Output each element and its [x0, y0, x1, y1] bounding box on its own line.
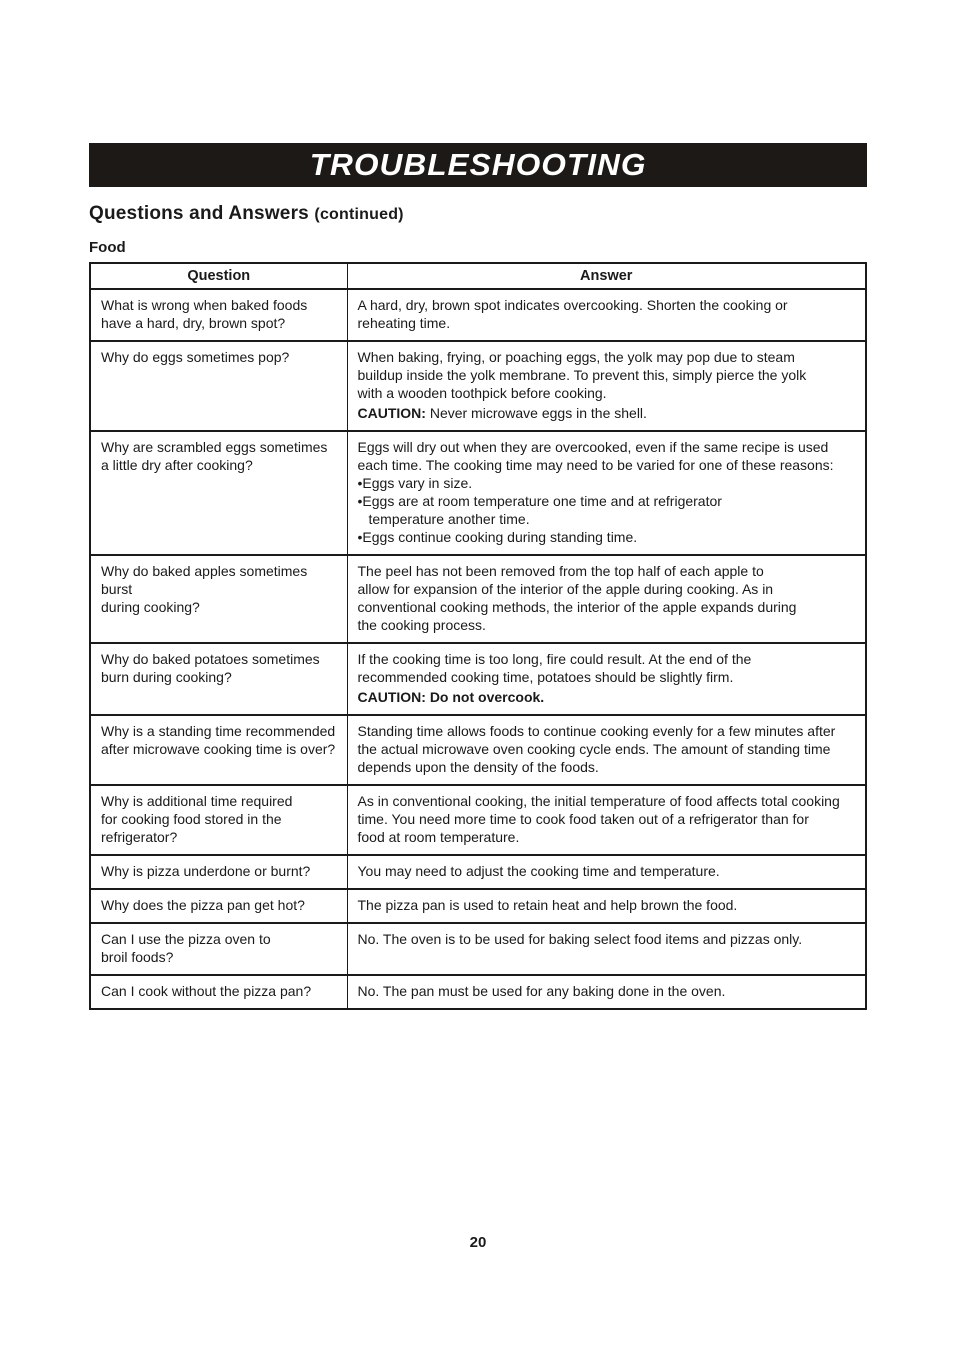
answer-cell: You may need to adjust the cooking time … [346, 854, 867, 890]
question-cell: Why are scrambled eggs sometimes a littl… [89, 430, 348, 556]
answer-bullet-item: Eggs continue cooking during standing ti… [358, 528, 856, 546]
answer-paragraph: The pizza pan is used to retain heat and… [357, 897, 738, 913]
page-number: 20 [469, 1234, 487, 1251]
banner-title: TROUBLESHOOTING [309, 147, 647, 182]
answer-cell: The peel has not been removed from the t… [346, 554, 867, 644]
answer-paragraph: Standing time allows foods to continue c… [357, 723, 836, 775]
table-row: Why are scrambled eggs sometimes a littl… [89, 430, 867, 556]
answer-cell: If the cooking time is too long, fire co… [346, 642, 867, 716]
question-cell: Why does the pizza pan get hot? [89, 888, 348, 924]
question-cell: Can I use the pizza oven to broil foods? [89, 922, 348, 976]
question-cell: Why is a standing time recommended after… [89, 714, 348, 786]
answer-paragraph: When baking, frying, or poaching eggs, t… [357, 349, 807, 401]
section-title-suffix: (continued) [314, 206, 404, 223]
answer-column-header: Answer [346, 262, 867, 290]
answer-cell: As in conventional cooking, the initial … [346, 784, 867, 856]
section-banner: TROUBLESHOOTING [89, 143, 867, 187]
answer-paragraph: If the cooking time is too long, fire co… [357, 651, 752, 685]
table-row: Why do baked apples sometimes burst duri… [89, 554, 867, 644]
answer-caution-note: CAUTION: Do not overcook. [358, 688, 856, 706]
answer-paragraph: Eggs will dry out when they are overcook… [357, 439, 834, 473]
caution-label: CAUTION: Do not overcook. [357, 689, 545, 705]
document-page: TROUBLESHOOTING Questions and Answers (c… [89, 0, 867, 1251]
answer-cell: When baking, frying, or poaching eggs, t… [346, 340, 867, 432]
section-title: Questions and Answers [89, 203, 309, 224]
question-column-header: Question [89, 262, 348, 290]
question-cell: What is wrong when baked foods have a ha… [89, 288, 348, 342]
answer-bullet-item: Eggs vary in size. [358, 474, 856, 492]
header-row: Question Answer [89, 262, 867, 290]
answer-cell: No. The oven is to be used for baking se… [346, 922, 867, 976]
table-row: Why do eggs sometimes pop? When baking, f… [89, 340, 867, 432]
question-cell: Can I cook without the pizza pan? [89, 974, 348, 1010]
qa-table-body: What is wrong when baked foods have a ha… [89, 288, 867, 1010]
answer-paragraph: You may need to adjust the cooking time … [357, 863, 720, 879]
answer-cell: Eggs will dry out when they are overcook… [346, 430, 867, 556]
table-row: Why is a standing time recommended after… [89, 714, 867, 786]
qa-table-header: Question Answer [89, 262, 867, 290]
table-row: Why is pizza underdone or burnt? You may … [89, 854, 867, 890]
question-cell: Why is pizza underdone or burnt? [89, 854, 348, 890]
question-cell: Why do baked apples sometimes burst duri… [89, 554, 348, 644]
answer-paragraph: No. The oven is to be used for baking se… [357, 931, 803, 947]
question-cell: Why is additional time required for cook… [89, 784, 348, 856]
answer-caution-note: CAUTION: Never microwave eggs in the she… [357, 405, 647, 421]
answer-cell: A hard, dry, brown spot indicates overco… [346, 288, 867, 342]
answer-cell: No. The pan must be used for any baking … [346, 974, 867, 1010]
answer-paragraph: The peel has not been removed from the t… [357, 563, 797, 633]
caution-label: CAUTION: [357, 405, 426, 421]
table-row: Why do baked potatoes sometimes burn dur… [89, 642, 867, 716]
answer-bullet-item: Eggs are at room temperature one time an… [358, 492, 856, 528]
answer-paragraph: As in conventional cooking, the initial … [357, 793, 840, 845]
table-row: Can I cook without the pizza pan? No. The… [89, 974, 867, 1010]
answer-cell: Standing time allows foods to continue c… [346, 714, 867, 786]
table-row: Why is additional time required for cook… [89, 784, 867, 856]
table-row: What is wrong when baked foods have a ha… [89, 288, 867, 342]
answer-paragraph: A hard, dry, brown spot indicates overco… [357, 297, 788, 331]
question-cell: Why do eggs sometimes pop? [89, 340, 348, 432]
table-row: Can I use the pizza oven to broil foods?… [89, 922, 867, 976]
qa-table: Question Answer What is wrong when baked… [89, 262, 867, 1010]
answer-paragraph: No. The pan must be used for any baking … [357, 983, 726, 999]
table-row: Why does the pizza pan get hot? The pizza… [89, 888, 867, 924]
question-cell: Why do baked potatoes sometimes burn dur… [89, 642, 348, 716]
subsection-heading: Food [89, 239, 126, 256]
section-heading: Questions and Answers (continued) [89, 203, 867, 225]
answer-cell: The pizza pan is used to retain heat and… [346, 888, 867, 924]
